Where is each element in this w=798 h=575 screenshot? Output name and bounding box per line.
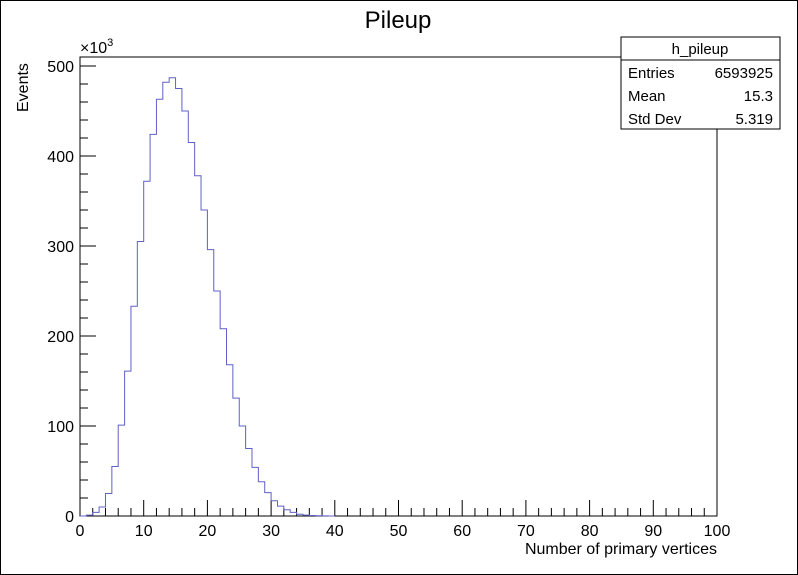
x-tick-label: 40 <box>326 523 344 540</box>
x-axis-title: Number of primary vertices <box>525 541 717 558</box>
y-tick-label: 200 <box>47 329 74 346</box>
y-tick-label: 400 <box>47 149 74 166</box>
x-tick-label: 0 <box>76 523 85 540</box>
stats-box-frame <box>620 36 781 130</box>
stats-entries-value: 6593925 <box>715 65 773 82</box>
stats-box-title: h_pileup <box>672 41 729 58</box>
y-axis-title: Events <box>15 63 32 112</box>
stats-stddev-value: 5.319 <box>735 111 773 128</box>
y-tick-label: 500 <box>47 59 74 76</box>
stats-stddev-label: Std Dev <box>628 111 682 128</box>
y-tick-label: 0 <box>65 509 74 526</box>
x-tick-label: 30 <box>262 523 280 540</box>
x-tick-label: 50 <box>390 523 408 540</box>
x-tick-label: 100 <box>704 523 731 540</box>
x-tick-label: 60 <box>453 523 471 540</box>
chart-title: Pileup <box>365 7 432 34</box>
stats-mean-value: 15.3 <box>744 88 773 105</box>
stats-entries-label: Entries <box>628 65 675 82</box>
histogram-line <box>80 77 335 517</box>
stats-box: h_pileup Entries 6593925 Mean 15.3 Std D… <box>620 36 781 130</box>
y-tick-label: 300 <box>47 239 74 256</box>
y-axis: 0 100 200 300 400 500 <box>47 59 96 526</box>
y-multiplier-exponent: 3 <box>107 37 113 49</box>
x-tick-label: 90 <box>644 523 662 540</box>
stats-mean-label: Mean <box>628 88 666 105</box>
x-tick-label: 70 <box>517 523 535 540</box>
x-tick-label: 80 <box>581 523 599 540</box>
x-tick-label: 10 <box>135 523 153 540</box>
y-tick-label: 100 <box>47 419 74 436</box>
x-tick-label: 20 <box>199 523 217 540</box>
y-multiplier-label: ×103 <box>80 37 113 57</box>
